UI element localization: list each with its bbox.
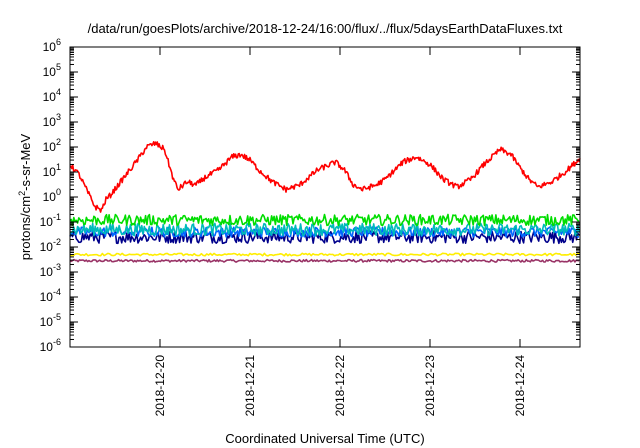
series-line xyxy=(69,252,580,257)
y-tick-label: 102 xyxy=(43,137,61,154)
y-tick-label: 10-3 xyxy=(40,262,61,279)
series-line xyxy=(69,222,580,237)
y-axis: 10-6 10-5 10-4 10-3 10-2 10-1 100 101 102 103 104 1… xyxy=(40,37,580,354)
y-tick-label: 10-6 xyxy=(40,337,61,354)
series-line xyxy=(69,213,580,227)
series-line xyxy=(70,141,581,213)
plot-series xyxy=(69,141,581,263)
y-axis-label-rest: -s-sr-MeV xyxy=(18,133,33,190)
series-line xyxy=(69,230,580,245)
y-axis-label-sup: 2 xyxy=(17,191,27,196)
y-axis-label: protons/cm2-s-sr-MeV xyxy=(17,133,33,260)
x-tick-label: 2018-12-22 xyxy=(333,355,347,417)
x-axis-label: Coordinated Universal Time (UTC) xyxy=(225,431,424,446)
x-tick-label: 2018-12-23 xyxy=(423,355,437,417)
y-tick-label: 103 xyxy=(43,112,61,129)
plot-frame xyxy=(69,46,581,348)
y-tick-label: 106 xyxy=(43,37,61,54)
x-tick-label: 2018-12-20 xyxy=(153,355,167,417)
x-tick-label: 2018-12-24 xyxy=(513,355,527,417)
y-tick-label: 10-5 xyxy=(40,312,61,329)
y-tick-label: 100 xyxy=(43,187,61,204)
x-tick-label: 2018-12-21 xyxy=(243,355,257,417)
y-tick-label: 10-2 xyxy=(40,237,61,254)
y-tick-label: 105 xyxy=(43,62,61,79)
y-tick-label: 10-4 xyxy=(40,287,61,304)
y-axis-label-base: protons/cm xyxy=(18,196,33,260)
y-tick-label: 101 xyxy=(43,162,61,179)
x-axis: 2018-12-20 2018-12-21 2018-12-22 2018-12-23… xyxy=(153,47,527,416)
chart-title: /data/run/goesPlots/archive/2018-12-24/1… xyxy=(88,21,563,36)
y-tick-label: 104 xyxy=(43,87,61,104)
y-tick-label: 10-1 xyxy=(40,212,61,229)
series-line xyxy=(69,258,580,263)
